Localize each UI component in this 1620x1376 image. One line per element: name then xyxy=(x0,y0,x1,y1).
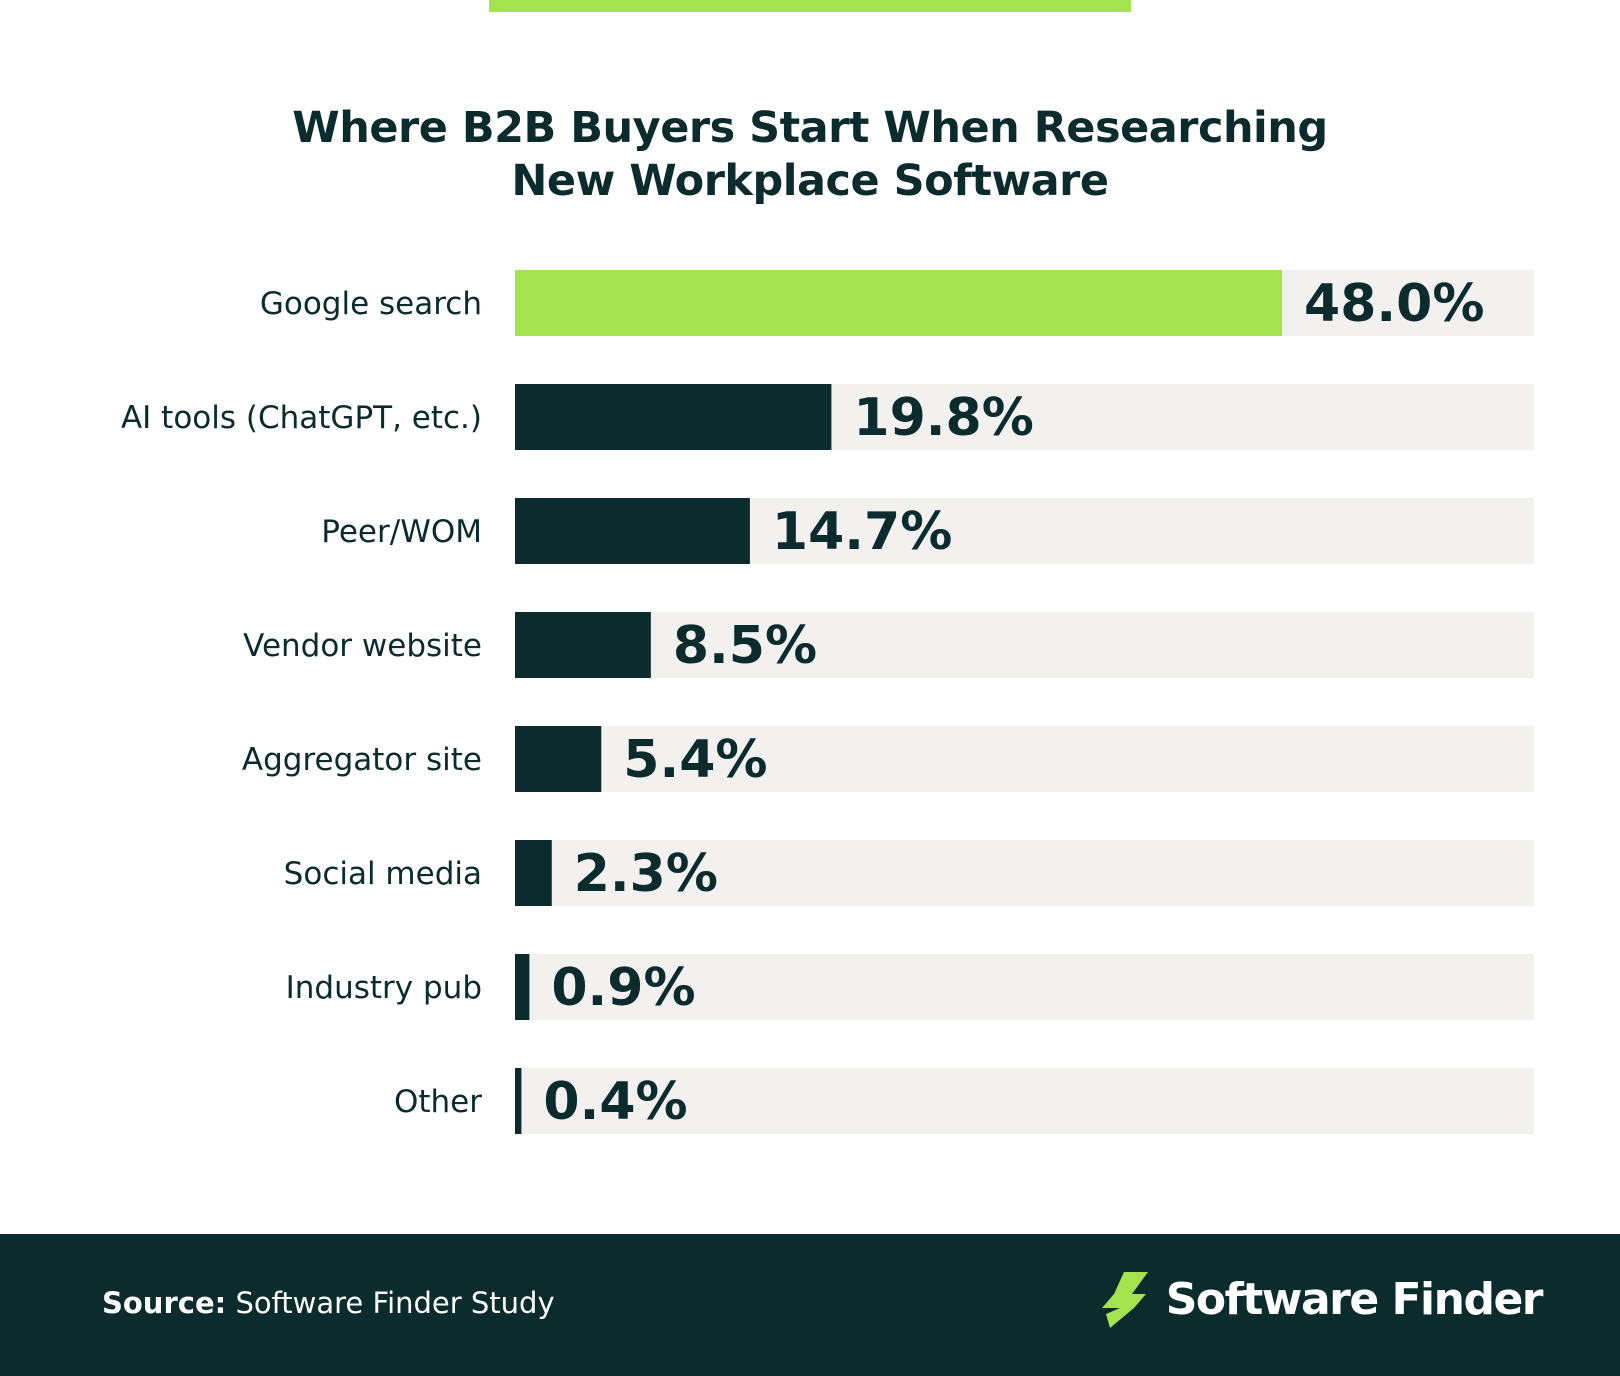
category-label: Social media xyxy=(284,856,482,892)
bar-track xyxy=(515,840,1534,906)
value-label: 0.9% xyxy=(551,958,695,1018)
bar-track xyxy=(515,612,1534,678)
value-label: 19.8% xyxy=(853,388,1033,448)
value-label: 48.0% xyxy=(1304,274,1484,334)
bar xyxy=(515,384,832,450)
category-label: Other xyxy=(394,1084,482,1120)
chart-title: Where B2B Buyers Start When Researching … xyxy=(0,102,1620,208)
value-label: 5.4% xyxy=(623,730,767,790)
value-label: 2.3% xyxy=(574,844,718,904)
value-label: 14.7% xyxy=(772,502,952,562)
bar-track xyxy=(515,954,1534,1020)
bar-track xyxy=(515,726,1534,792)
brand: Software Finder xyxy=(1101,1270,1544,1328)
bar xyxy=(515,840,552,906)
source-text: Software Finder Study xyxy=(235,1286,555,1320)
category-label: Industry pub xyxy=(286,970,482,1006)
category-label: Vendor website xyxy=(243,628,482,664)
bar xyxy=(515,270,1283,336)
value-label: 8.5% xyxy=(673,616,817,676)
category-label: AI tools (ChatGPT, etc.) xyxy=(121,400,482,436)
bar xyxy=(515,954,530,1020)
bar xyxy=(515,726,602,792)
category-label: Google search xyxy=(260,286,482,322)
value-label: 0.4% xyxy=(543,1072,687,1132)
category-label: Aggregator site xyxy=(242,742,482,778)
category-label: Peer/WOM xyxy=(321,514,482,550)
chart-title-line-1: Where B2B Buyers Start When Researching xyxy=(292,103,1328,153)
top-accent-bar xyxy=(489,0,1131,12)
footer: Source: Software Finder Study Software F… xyxy=(0,1234,1620,1376)
bar-chart: Google search 48.0% AI tools (ChatGPT, etc… xyxy=(121,270,1534,1134)
bar xyxy=(515,498,750,564)
source-label: Source: xyxy=(102,1286,227,1320)
bar xyxy=(515,1068,522,1134)
bar-track xyxy=(515,1068,1534,1134)
chart-title-line-2: New Workplace Software xyxy=(511,156,1109,206)
bar xyxy=(515,612,651,678)
bolt-logo-icon xyxy=(1101,1272,1148,1328)
brand-name: Software Finder xyxy=(1165,1273,1544,1325)
source-note: Source: Software Finder Study xyxy=(102,1285,555,1321)
